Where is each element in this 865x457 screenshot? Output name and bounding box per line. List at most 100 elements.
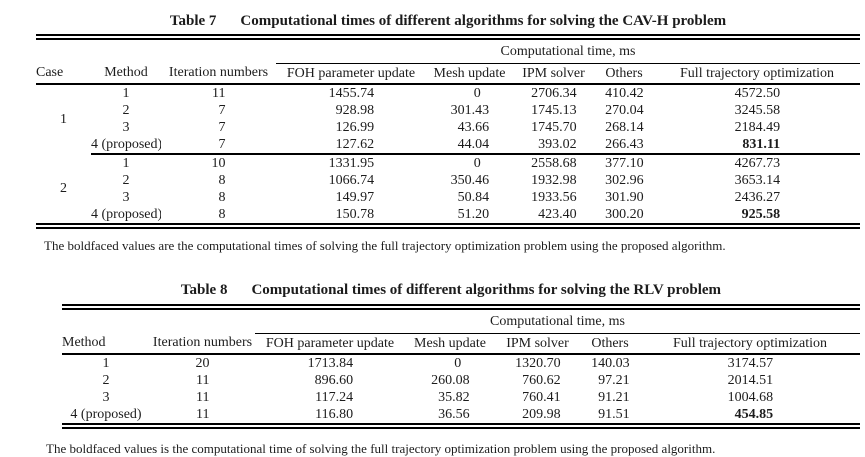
cell-mesh: 0 [473, 155, 481, 171]
cell-method: 3 [122, 189, 130, 205]
cell-others: 301.90 [605, 189, 644, 205]
cell-ipm: 1320.70 [515, 355, 561, 371]
table8-caption-label: Table 8 [180, 282, 228, 298]
cell-method: 2 [122, 172, 130, 188]
table-row: 1 1 11 1455.74 0 2706.34 410.42 4572.50 [36, 84, 860, 127]
table-row: 3 8 149.97 50.84 1933.56 301.90 2436.27 [36, 189, 860, 206]
cell-iterations: 8 [218, 189, 226, 205]
cell-method: 1 [122, 155, 130, 171]
cell-iterations: 10 [211, 155, 226, 171]
cell-others: 140.03 [591, 355, 630, 371]
cell-method: 2 [122, 102, 130, 118]
cell-method: 4 (proposed) [91, 206, 161, 222]
column-header-ipm: IPM solver [513, 63, 594, 85]
table8-span-header: Computational time, ms [255, 307, 861, 334]
cell-full-bold: 831.11 [654, 136, 861, 155]
table7-caption: Table 7 Computational times of different … [36, 0, 860, 29]
cell-foh: 149.97 [335, 189, 375, 205]
table-row-proposed: 4 (proposed) 11 116.80 36.56 209.98 91.5… [62, 406, 860, 426]
cell-mesh: 0 [454, 355, 462, 371]
cell-iterations: 7 [161, 136, 276, 155]
cell-ipm: 393.02 [513, 136, 594, 155]
table8: Computational time, ms Method Iteration … [62, 304, 861, 429]
cell-iterations: 8 [218, 206, 226, 222]
table-row-proposed: 4 (proposed) 8 150.78 51.20 423.40 300.2… [36, 206, 860, 226]
cell-full: 2436.27 [734, 189, 781, 205]
cell-method: 4 (proposed) [91, 136, 161, 155]
cell-mesh: 50.84 [457, 189, 490, 205]
column-header-full: Full trajectory optimization [640, 333, 861, 355]
cell-ipm: 1933.56 [531, 189, 577, 205]
cell-mesh: 260.08 [431, 372, 470, 388]
column-header-iterations: Iteration numbers [150, 333, 255, 355]
table-row: 2 11 896.60 260.08 760.62 97.21 2014.51 [62, 372, 860, 389]
cell-others: 97.21 [598, 372, 630, 388]
cell-full: 4572.50 [734, 85, 781, 101]
cell-mesh: 35.82 [438, 389, 470, 405]
cell-mesh: 36.56 [438, 406, 470, 422]
cell-others: 266.43 [594, 136, 654, 155]
table-row-proposed: 4 (proposed) 7 127.62 44.04 393.02 266.4… [36, 136, 861, 155]
table8-header-row: Method Iteration numbers FOH parameter u… [62, 333, 861, 355]
cell-foh: 1066.74 [328, 172, 375, 188]
cell-foh: 126.99 [335, 119, 375, 135]
cell-ipm: 2706.34 [531, 85, 577, 101]
cell-ipm: 423.40 [538, 206, 577, 222]
cell-foh: 127.62 [276, 136, 426, 155]
column-header-others: Others [580, 333, 640, 355]
cell-full: 3174.57 [727, 355, 774, 371]
table-row: 2 8 1066.74 350.46 1932.98 302.96 3653.1… [36, 172, 860, 189]
table-row: 3 7 126.99 43.66 1745.70 268.14 2184.49 [36, 119, 860, 136]
cell-method: 4 (proposed) [70, 406, 142, 422]
column-header-iterations: Iteration numbers [161, 63, 276, 85]
column-header-case: Case [36, 63, 91, 85]
table7-caption-label: Table 7 [169, 13, 217, 29]
cell-iterations: 11 [212, 85, 226, 101]
table7-header-row: Case Method Iteration numbers FOH parame… [36, 63, 861, 85]
table8-footnote: The boldfaced values is the computationa… [46, 441, 716, 456]
cell-iterations: 8 [218, 172, 226, 188]
column-header-ipm: IPM solver [495, 333, 580, 355]
cell-full: 1004.68 [727, 389, 774, 405]
column-header-full: Full trajectory optimization [654, 63, 861, 85]
cell-full-bold: 454.85 [734, 406, 774, 422]
cell-others: 91.21 [598, 389, 630, 405]
cell-others: 300.20 [605, 206, 644, 222]
cell-foh: 1713.84 [307, 355, 354, 371]
cell-iterations: 11 [196, 372, 210, 388]
cell-ipm: 1932.98 [531, 172, 577, 188]
cell-ipm: 209.98 [522, 406, 561, 422]
cell-foh: 150.78 [335, 206, 375, 222]
cell-others: 91.51 [598, 406, 630, 422]
cell-mesh: 350.46 [450, 172, 490, 188]
cell-iterations: 11 [196, 406, 210, 422]
cell-foh: 1331.95 [328, 155, 375, 171]
cell-others: 377.10 [605, 155, 644, 171]
cell-mesh: 301.43 [450, 102, 490, 118]
table7-span-header-row: Computational time, ms [36, 37, 861, 64]
cell-foh: 928.98 [335, 102, 375, 118]
column-header-mesh: Mesh update [405, 333, 495, 355]
column-header-foh: FOH parameter update [276, 63, 426, 85]
cell-method: 1 [102, 355, 110, 371]
cell-full: 4267.73 [734, 155, 781, 171]
column-header-method: Method [91, 63, 161, 85]
cell-ipm: 760.62 [522, 372, 561, 388]
cell-full: 2184.49 [734, 119, 781, 135]
cell-others: 410.42 [605, 85, 644, 101]
table8-span-spacer [62, 307, 255, 334]
cell-iterations: 7 [218, 119, 226, 135]
table7-span-spacer [36, 37, 276, 64]
cell-foh: 1455.74 [328, 85, 375, 101]
cell-full: 3653.14 [734, 172, 781, 188]
cell-method: 2 [102, 372, 110, 388]
table7-span-header: Computational time, ms [276, 37, 861, 64]
table-row: 2 7 928.98 301.43 1745.13 270.04 3245.58 [36, 102, 860, 119]
cell-method: 1 [122, 85, 130, 101]
cell-others: 302.96 [605, 172, 644, 188]
column-header-foh: FOH parameter update [255, 333, 405, 355]
table8-span-header-row: Computational time, ms [62, 307, 861, 334]
cell-method: 3 [102, 389, 110, 405]
cell-ipm: 1745.13 [531, 102, 577, 118]
